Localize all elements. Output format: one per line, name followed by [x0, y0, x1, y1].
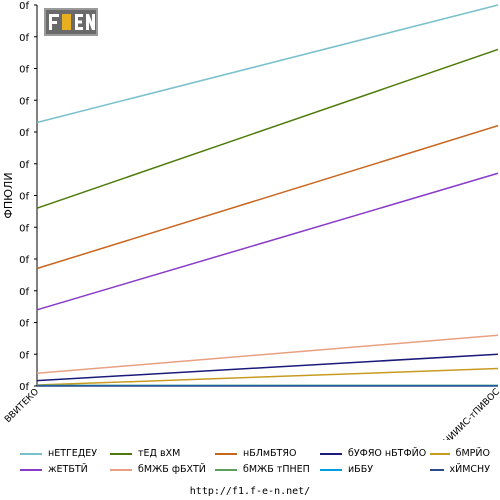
f1-logo — [44, 8, 98, 36]
legend-label: нЕТГЕДЕУ — [48, 448, 98, 459]
y-tick-label: 0f — [19, 33, 29, 44]
y-tick-label: 0f — [19, 65, 29, 76]
legend-label: бУФЯО нБТФЙО — [348, 448, 427, 459]
y-tick-label: 0f — [19, 160, 29, 171]
legend-label: иББУ — [348, 464, 373, 475]
series-line — [36, 124, 499, 270]
legend-item: жЕТБТЙ — [20, 464, 110, 475]
legend-item: нЕТГЕДЕУ — [20, 448, 110, 459]
legend-swatch — [110, 468, 132, 471]
y-tick-label: 0f — [19, 319, 29, 330]
legend-swatch — [430, 452, 450, 455]
y-tick-label: 0f — [19, 96, 29, 107]
legend-swatch — [320, 468, 342, 471]
legend-swatch — [430, 468, 444, 471]
y-tick-label: 0f — [19, 1, 29, 12]
legend-item: хЙМСНУ — [430, 464, 490, 475]
series-line — [36, 172, 499, 311]
y-tick-label: 0f — [19, 128, 29, 139]
legend-item: бМЖБ тПНЕП — [215, 464, 320, 475]
legend-label: бМЖБ фБХТЙ — [138, 464, 206, 475]
x-tick-label: ёНИИИС-тПИВОС — [438, 387, 500, 440]
legend-item: бМЖБ фБХТЙ — [110, 464, 215, 475]
legend-label: бМЖБ тПНЕП — [243, 464, 310, 475]
series-line — [36, 48, 499, 209]
legend-label: тЕД вХМ — [138, 448, 181, 459]
legend-swatch — [20, 452, 42, 455]
legend-item: тЕД вХМ — [110, 448, 215, 459]
series-line — [36, 4, 499, 124]
legend-item: бУФЯО нБТФЙО — [320, 448, 430, 459]
y-axis-label: ФПЮЛИ — [2, 172, 15, 218]
y-tick-label: 0f — [19, 350, 29, 361]
legend-swatch — [215, 452, 237, 455]
legend-label: жЕТБТЙ — [48, 464, 88, 475]
legend-item: иББУ — [320, 464, 430, 475]
legend-label: нБЛмБТЯО — [243, 448, 297, 459]
legend-swatch — [110, 452, 132, 455]
legend-swatch — [20, 468, 42, 471]
legend-swatch — [215, 468, 237, 471]
chart-legend: нЕТГЕДЕУ тЕД вХМ нБЛмБТЯО бУФЯО нБТФЙО бМРЙО… — [20, 448, 490, 475]
series-line — [36, 353, 499, 382]
legend-item: нБЛмБТЯО — [215, 448, 320, 459]
series-line — [36, 334, 499, 375]
legend-label: хЙМСНУ — [449, 464, 491, 475]
series-line — [36, 367, 499, 386]
legend-swatch — [320, 452, 342, 455]
y-tick-label: 0f — [19, 382, 29, 393]
y-tick-label: 0f — [19, 255, 29, 266]
y-tick-label: 0f — [19, 287, 29, 298]
y-tick-label: 0f — [19, 192, 29, 203]
footer-url[interactable]: http://f1.f-e-n.net/ — [189, 486, 311, 497]
legend-item: бМРЙО — [430, 448, 490, 459]
y-tick-label: 0f — [19, 223, 29, 234]
legend-label: бМРЙО — [455, 448, 490, 459]
